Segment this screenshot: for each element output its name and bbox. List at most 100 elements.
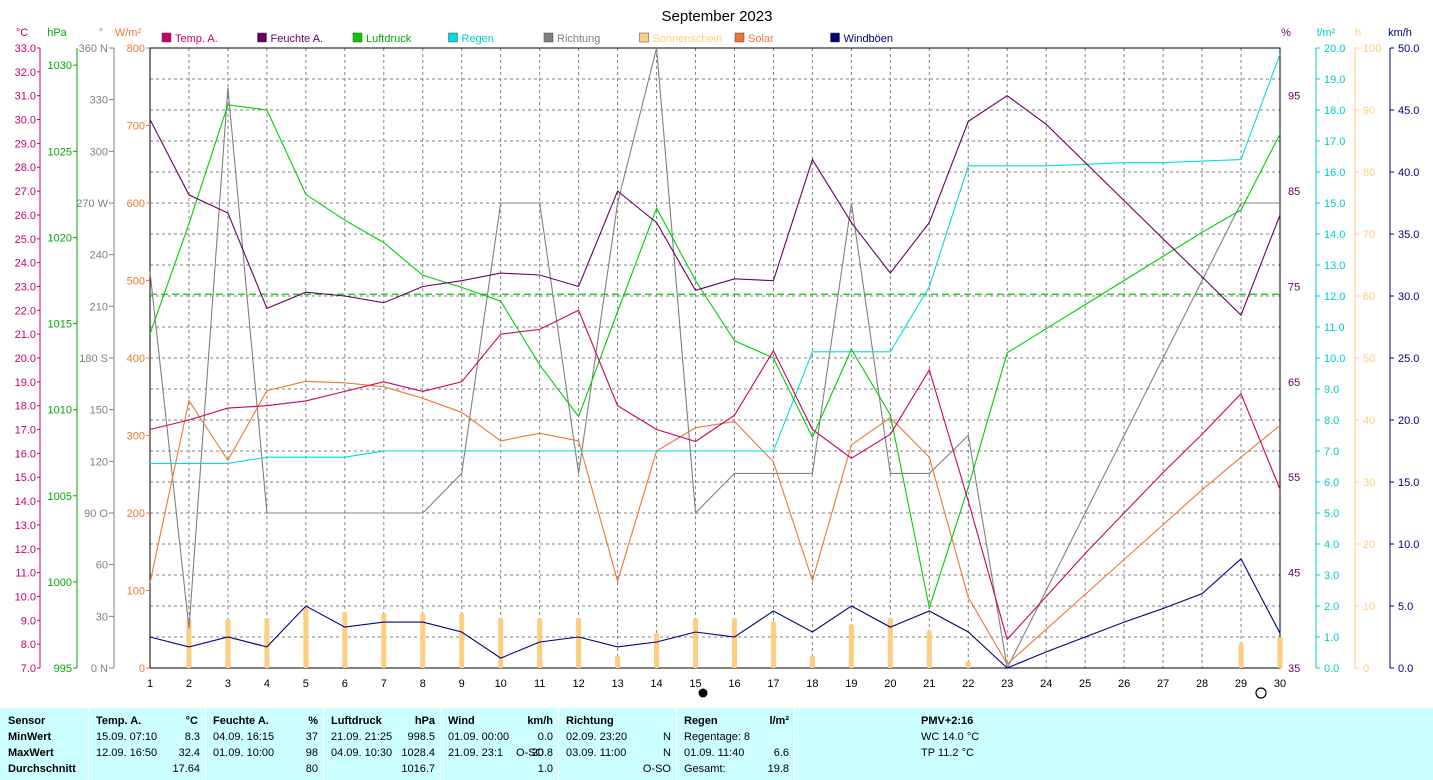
temp-tick-label: 23.0 [15,281,36,293]
sunshine-bar [303,608,309,668]
wind-axis-unit: km/h [1388,27,1412,39]
wind-tick-label: 35.0 [1398,229,1419,241]
stats-rain-column: Regen l/m² Regentage: 8 01.09. 11:40 6.6… [676,708,795,780]
temp-tick-label: 19.0 [15,377,36,389]
temp-tick-label: 15.0 [15,472,36,484]
humidity-max-value: 98 [305,747,318,759]
x-tick-label: 3 [225,678,231,690]
temp-max-value: 32.4 [178,747,200,759]
temp-unit: °C [185,715,198,727]
sunshine-bar [1238,643,1244,668]
sunshine-bar [186,619,192,668]
rain-days: Regentage: 8 [684,731,751,743]
legend-swatch [543,32,554,43]
row-label-max: MaxWert [8,747,54,759]
solar-tick-label: 200 [127,508,145,520]
rain-tick-label: 7.0 [1324,446,1339,458]
dir-series-line [149,47,1280,670]
direction-min-value: N [663,731,671,743]
wind-tick-label: 5.0 [1398,601,1413,613]
dir-tick-label: 360 N [79,43,108,55]
rain-tick-label: 2.0 [1324,601,1339,613]
legend-label: Richtung [557,33,600,45]
wind-tick-label: 15.0 [1398,477,1419,489]
temp-tick-label: 21.0 [15,329,36,341]
hum-tick-label: 45 [1288,568,1300,580]
rain-tick-label: 16.0 [1324,167,1345,179]
dir-tick-label: 90 O [84,508,108,520]
legend-swatch [352,32,363,43]
new-moon-icon [1255,687,1267,699]
x-tick-label: 8 [420,678,426,690]
sunshine-bar [731,618,737,668]
x-tick-label: 17 [767,678,779,690]
sunshine-bar [615,655,621,668]
legend-label: Luftdruck [366,33,412,45]
wind-max-direction: O-SO [516,747,545,759]
wind-tick-label: 20.0 [1398,415,1419,427]
x-tick-label: 26 [1118,678,1130,690]
rain-tick-label: 17.0 [1324,136,1345,148]
legend-label: Regen [462,33,494,45]
solar-tick-label: 300 [127,431,145,443]
chart-title: September 2023 [662,8,773,25]
hum-series-line [149,95,1281,317]
temp-tick-label: 24.0 [15,258,36,270]
sunshine-bar [654,633,660,668]
temp-tick-label: 22.0 [15,305,36,317]
x-tick-label: 11 [534,678,545,690]
wind-unit: km/h [527,715,553,727]
legend-swatch [734,32,745,43]
dir-tick-label: 120 [90,456,108,468]
dir-tick-label: 30 [96,611,108,623]
row-label-min: MinWert [8,731,52,743]
rain-tick-label: 20.0 [1324,43,1345,55]
temp-tick-label: 27.0 [15,186,36,198]
x-tick-label: 12 [572,678,584,690]
sun-tick-label: 100 [1363,43,1381,55]
wind-header: Wind [448,715,475,727]
direction-max-time: 03.09. 11:00 [566,747,627,759]
pressure-min-value: 998.5 [407,731,435,743]
pressure-avg: 1016.7 [401,763,435,775]
rain-tick-label: 5.0 [1324,508,1339,520]
rain-tick-label: 19.0 [1324,74,1345,86]
rain-tick-label: 6.0 [1324,477,1339,489]
gust-series-line [149,558,1281,669]
wind-min-value: 0.0 [537,731,553,743]
stats-humidity-column: Feuchte A. % 04.09. 16:15 37 01.09. 10:0… [205,708,324,780]
press-tick-label: 1005 [48,491,72,503]
wind-max-time: 21.09. 23:1 [448,747,504,759]
sunshine-bar [887,618,893,668]
solar-axis-unit: W/m² [115,27,142,39]
dir-tick-label: 0 N [91,663,108,675]
rain-series-line [150,54,1281,464]
dir-tick-label: 60 [96,560,108,572]
sun-tick-label: 30 [1363,477,1375,489]
solar-tick-label: 700 [127,121,145,133]
humidity-avg: 80 [305,763,318,775]
x-tick-label: 20 [884,678,896,690]
solar-tick-label: 800 [127,43,145,55]
x-tick-label: 2 [186,678,192,690]
legend-swatch [257,32,267,43]
sunshine-bar [381,613,387,668]
x-tick-label: 30 [1274,678,1286,690]
windchill-value: WC 14.0 °C [921,731,980,743]
rain-tick-label: 15.0 [1324,198,1345,210]
temp-tick-label: 20.0 [15,353,36,365]
dir-tick-label: 150 [90,405,108,417]
temp-tick-label: 13.0 [15,520,36,532]
humidity-header: Feuchte A. [213,715,269,727]
humidity-min-time: 04.09. 16:15 [213,731,275,743]
rain-tick-label: 13.0 [1324,260,1345,272]
rain-max-time: 01.09. 11:40 [684,747,745,759]
wind-tick-label: 45.0 [1398,105,1419,117]
humidity-min-value: 37 [305,731,318,743]
temp-tick-label: 33.0 [15,43,36,55]
rain-total: 19.8 [767,763,789,775]
sun-tick-label: 10 [1363,601,1375,613]
x-tick-label: 10 [495,678,507,690]
dir-tick-label: 270 W [76,198,108,210]
x-tick-label: 9 [459,678,465,690]
